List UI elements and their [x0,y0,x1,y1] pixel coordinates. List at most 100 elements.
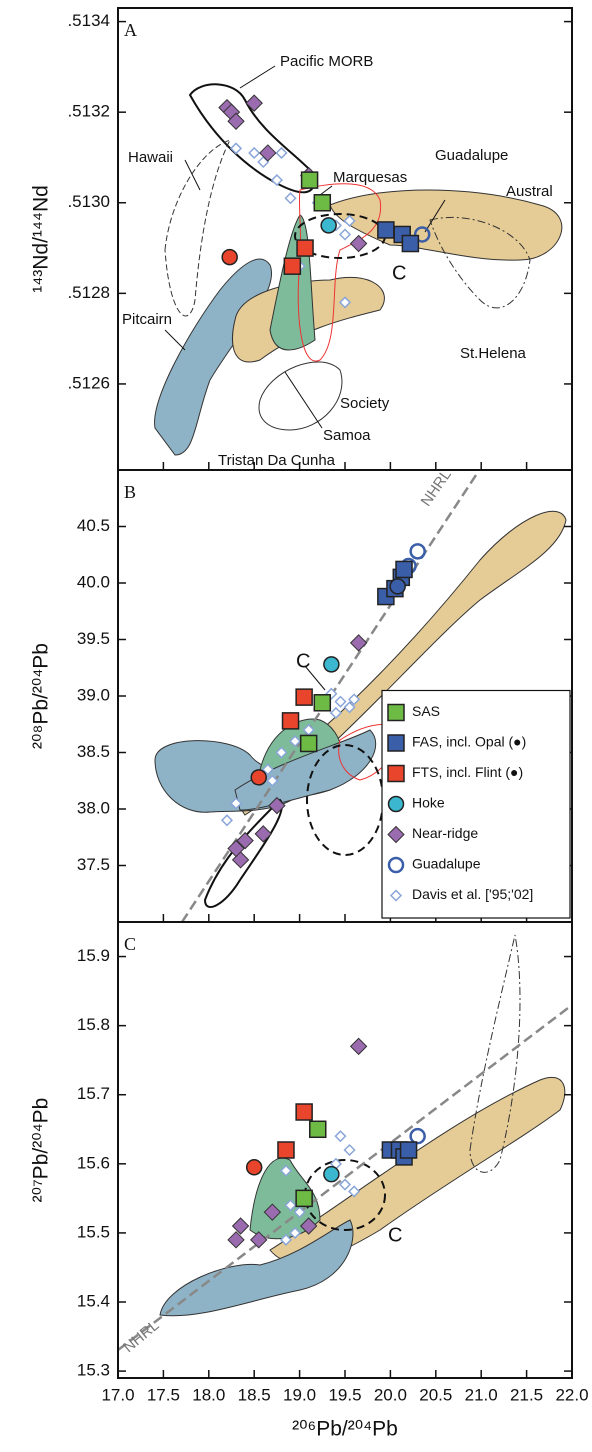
y-tick-label: 39.5 [77,629,110,648]
marker [300,171,319,189]
legend-label: FTS, incl. Flint (●) [412,764,523,780]
marker [343,1143,356,1157]
marker [348,693,361,706]
marker [320,217,337,234]
field [269,214,316,351]
leader [304,665,326,691]
y-tick-label: .5130 [67,192,110,211]
marker [343,214,356,227]
x-tick-label: 21.0 [465,1385,498,1404]
legend-label: FAS, incl. Opal (●) [412,734,526,750]
marker [293,1206,306,1219]
marker [313,194,332,212]
y-tick-label: 37.5 [77,855,110,874]
marker [399,1141,418,1159]
marker [281,712,300,730]
field [469,934,521,1173]
legend-swatch [389,889,403,902]
marker [261,763,274,776]
x-tick-label: 17.5 [147,1385,180,1404]
marker [409,1127,426,1145]
x-tick-label: 22.0 [555,1385,588,1404]
legend-swatch [387,764,405,783]
marker [229,142,243,155]
y-tick-label: 15.6 [77,1153,110,1172]
y-tick-label: 15.8 [77,1015,110,1034]
legend: SAS FAS, incl. Opal (●) FTS, incl. Flint (… [381,689,571,919]
plot: .5126 .5128 .5130 .5132 .5134 A ¹⁴³Nd/¹⁴⁴Nd Pac… [30,7,589,1441]
legend-swatch [387,825,405,844]
marker [338,228,352,241]
marker [229,797,243,810]
marker [348,1185,361,1198]
field [159,1219,354,1317]
legend-box [381,689,571,919]
marker [334,1130,347,1143]
y-tick-label: .5126 [67,373,110,392]
marker [288,735,302,748]
y-tick-label: 15.4 [77,1291,110,1310]
y-axis-label: ²⁰⁷Pb/²⁰⁴Pb [30,1098,53,1203]
panel-letter: C [124,934,136,954]
field [329,189,563,261]
marker [334,695,347,708]
marker [313,694,332,712]
annotation: Hawaii [128,149,173,166]
legend-label: Hoke [412,795,445,811]
annotation: Tristan Da Cunha [218,452,336,469]
y-tick-label: 39.0 [77,685,110,704]
marker [323,1165,340,1183]
leader [424,199,446,233]
x-tick-label: 19.0 [283,1385,316,1404]
x-tick-label: 19.5 [328,1385,361,1404]
y-tick-label: 40.5 [77,516,110,535]
annotation: NHRL [418,466,455,509]
x-axis-label: ²⁰⁶Pb/²⁰⁴Pb [292,1418,398,1441]
marker [323,656,340,673]
marker [221,248,238,266]
marker [338,296,352,309]
annotation: C [296,650,310,672]
leader [164,329,186,351]
field [258,361,343,431]
marker [349,1037,368,1056]
marker [299,1217,318,1235]
x-tick-label: 17.0 [101,1385,134,1404]
marker [263,1203,282,1221]
marker [329,706,342,720]
marker [259,144,277,162]
leaders [164,65,446,691]
marker [248,146,261,160]
x-tick-label: 20.5 [419,1385,452,1404]
legend-label: Near-ridge [412,825,478,841]
y-tick-label: 40.0 [77,572,110,591]
leader [184,159,201,191]
annotation: Pacific MORB [280,53,373,70]
marker [377,221,395,239]
annotation: Pitcairn [122,311,172,328]
marker [401,234,420,253]
marker [295,1189,313,1208]
marker [283,257,302,275]
marker [275,746,288,759]
marker [277,1141,295,1159]
y-tick-label: .5128 [67,283,110,302]
marker [227,1231,245,1249]
marker [413,226,431,243]
leader [239,65,276,89]
marker [279,1233,293,1246]
y-tick-label: 38.5 [77,742,110,761]
marker [395,560,413,579]
marker [284,192,297,205]
legend-swatch [387,795,405,813]
panel-letter: A [124,20,137,40]
y-tick-label: 15.9 [77,946,110,965]
legend-swatch [387,703,405,722]
leader [319,185,333,196]
marker [295,1103,313,1121]
marker [349,634,368,652]
y-tick-label: 15.5 [77,1222,110,1241]
marker [409,543,426,560]
marker [250,1231,268,1249]
